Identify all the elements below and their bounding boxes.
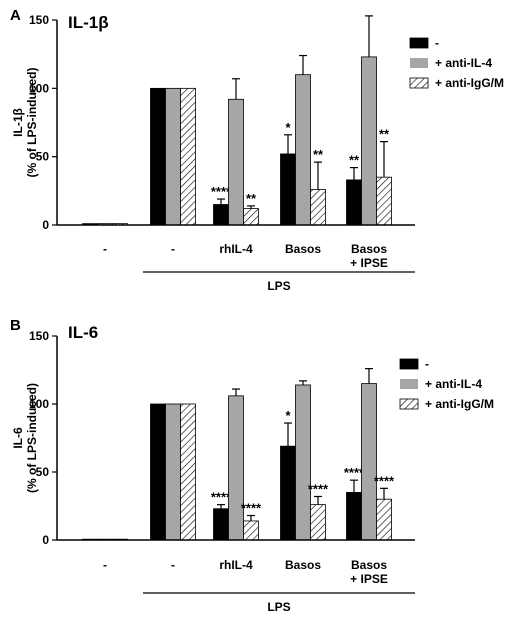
p1-significance-label: ** [313, 147, 324, 162]
p2-bar-2-3 [228, 395, 244, 541]
p1-significance-label: ** [246, 191, 257, 206]
p1-group-label: LPS [267, 279, 290, 293]
p1-bar-3-5 [376, 176, 392, 226]
p1-x-tick-label: - [103, 242, 107, 256]
p2-bar-1-3 [213, 508, 229, 541]
p1-bar-2-3 [228, 98, 244, 226]
p2-y-tick-label: 0 [42, 533, 49, 547]
p1-bar-2-2 [165, 87, 181, 226]
p2-y-tick-label: 150 [29, 329, 49, 343]
p1-bar-1-2 [150, 87, 166, 226]
p1-y-axis-label: IL-1β [11, 108, 25, 137]
p1-x-tick-label: - [171, 242, 175, 256]
p1-y-tick-label: 50 [36, 150, 50, 164]
p2-legend-label-2: + anti-IL-4 [425, 377, 482, 391]
p1-y-axis-unit: (% of LPS-induced) [25, 68, 39, 178]
p1-legend-swatch-2 [410, 58, 428, 68]
p2-bar-3-2 [180, 403, 196, 541]
p1-bar-2-5 [361, 56, 377, 226]
p1-legend-label-2: + anti-IL-4 [435, 56, 492, 70]
p2-legend-swatch-2 [400, 379, 418, 389]
p1-bar-1-3 [213, 204, 229, 226]
p1-legend-swatch-1 [409, 37, 429, 49]
p1-bar-1-5 [346, 179, 362, 226]
p1-x-tick-label: rhIL-4 [219, 242, 253, 256]
p1-significance-label: **** [211, 184, 232, 199]
p2-x-tick-label: Basos [285, 558, 321, 572]
p2-x-tick-label: + IPSE [350, 572, 388, 586]
p2-bar-1-4 [280, 445, 296, 541]
p2-y-axis-label: IL-6 [11, 427, 25, 449]
p1-y-tick-label: 100 [29, 81, 49, 95]
p1-panel-label: A [10, 7, 21, 24]
p2-bar-3-5 [376, 498, 392, 541]
p2-significance-label: **** [344, 465, 365, 480]
p2-y-axis-unit: (% of LPS-induced) [25, 383, 39, 493]
p2-significance-label: **** [211, 490, 232, 505]
p1-x-tick-label: Basos [351, 242, 387, 256]
p1-bar-3-3 [243, 208, 259, 226]
p1-bar-3-2 [180, 87, 196, 226]
p1-x-tick-label: + IPSE [350, 256, 388, 270]
p2-bar-1-5 [346, 491, 362, 541]
p1-x-tick-label: Basos [285, 242, 321, 256]
p1-legend-label-1: - [435, 36, 439, 50]
p2-bar-2-5 [361, 383, 377, 541]
p1-y-tick-label: 0 [42, 218, 49, 232]
p2-bar-1-2 [150, 403, 166, 541]
p2-panel-label: B [10, 317, 21, 334]
p2-bar-3-4 [310, 504, 326, 541]
p2-y-tick-label: 100 [29, 397, 49, 411]
p2-significance-label: **** [241, 501, 262, 516]
p2-x-tick-label: - [171, 558, 175, 572]
p2-x-tick-label: Basos [351, 558, 387, 572]
p2-bar-2-4 [295, 384, 311, 541]
p2-chart-title: IL-6 [68, 323, 98, 342]
p2-bar-3-3 [243, 520, 259, 541]
p1-chart-title: IL-1β [68, 13, 109, 32]
p2-y-tick-label: 50 [36, 465, 50, 479]
p1-bar-1-4 [280, 153, 296, 226]
p1-significance-label: * [285, 120, 291, 135]
p2-x-tick-label: - [103, 558, 107, 572]
p2-legend-swatch-3 [399, 398, 419, 410]
p1-bar-2-4 [295, 74, 311, 226]
p2-group-label: LPS [267, 600, 290, 614]
p2-significance-label: **** [374, 473, 395, 488]
p2-legend-swatch-1 [399, 358, 419, 370]
p2-significance-label: * [285, 408, 291, 423]
p1-bar-3-4 [310, 189, 326, 226]
p2-bar-2-2 [165, 403, 181, 541]
p1-legend-swatch-3 [409, 77, 429, 89]
p1-significance-label: ** [349, 153, 360, 168]
p2-x-tick-label: rhIL-4 [219, 558, 253, 572]
p1-legend-label-3: + anti-IgG/M [435, 76, 504, 90]
p2-legend-label-1: - [425, 357, 429, 371]
p1-y-tick-label: 150 [29, 13, 49, 27]
p2-legend-label-3: + anti-IgG/M [425, 397, 494, 411]
p1-significance-label: ** [379, 127, 390, 142]
p2-significance-label: **** [308, 481, 329, 496]
